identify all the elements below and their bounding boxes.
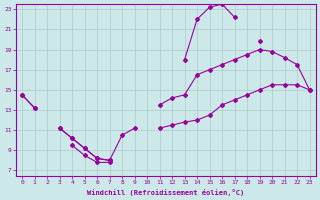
X-axis label: Windchill (Refroidissement éolien,°C): Windchill (Refroidissement éolien,°C) bbox=[87, 189, 244, 196]
